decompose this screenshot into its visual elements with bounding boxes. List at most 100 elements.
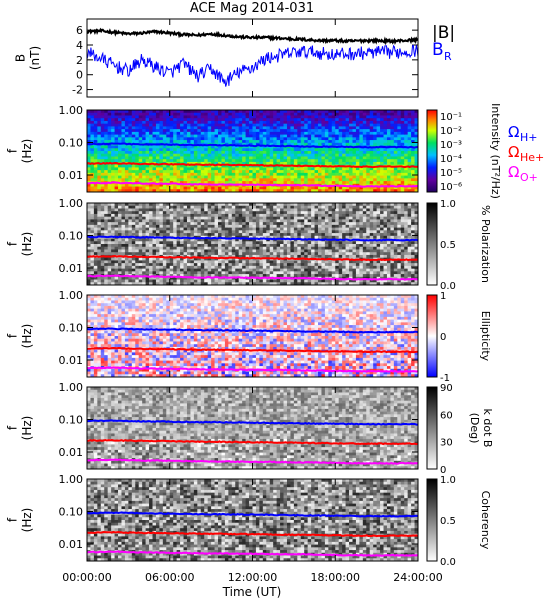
heatmap-cell — [200, 120, 205, 125]
heatmap-cell — [121, 241, 126, 245]
heatmap-cell — [235, 205, 240, 209]
heatmap-cell — [131, 145, 136, 149]
heatmap-cell — [159, 213, 164, 218]
heatmap-cell — [414, 131, 419, 135]
heatmap-cell — [252, 230, 257, 234]
heatmap-cell — [283, 123, 288, 127]
heatmap-cell — [269, 112, 274, 116]
heatmap-cell — [266, 178, 271, 182]
heatmap-cell — [331, 120, 336, 125]
heatmap-cell — [373, 151, 378, 155]
heatmap-cell — [383, 178, 388, 182]
heatmap-cell — [276, 246, 281, 250]
heatmap-cell — [142, 181, 147, 185]
heatmap-cell — [204, 159, 209, 163]
heatmap-cell — [169, 183, 174, 187]
heatmap-cell — [328, 153, 333, 157]
heatmap-cell — [176, 252, 181, 256]
heatmap-cell — [328, 115, 333, 119]
heatmap-cell — [397, 115, 402, 119]
heatmap-cell — [293, 254, 298, 259]
heatmap-cell — [138, 205, 143, 209]
heatmap-cell — [235, 153, 240, 157]
heatmap-cell — [138, 282, 143, 286]
heatmap-cell — [242, 271, 247, 275]
heatmap-cell — [118, 134, 122, 138]
heatmap-cell — [290, 238, 295, 242]
heatmap-cell — [100, 148, 105, 152]
series-line-|B| — [86, 27, 419, 46]
heatmap-cell — [149, 257, 153, 261]
heatmap-cell — [376, 183, 381, 187]
heatmap-cell — [231, 151, 236, 155]
heatmap-cell — [87, 227, 91, 231]
heatmap-cell — [280, 244, 284, 248]
heatmap-cell — [214, 219, 219, 223]
heatmap-cell — [293, 134, 298, 138]
heatmap-cell — [228, 219, 233, 223]
heatmap-cell — [266, 161, 271, 166]
heatmap-cell — [149, 115, 153, 119]
heatmap-cell — [255, 203, 260, 207]
heatmap-cell — [304, 271, 309, 275]
heatmap-cell — [238, 254, 243, 259]
heatmap-cell — [159, 126, 164, 130]
heatmap-cell — [104, 282, 109, 286]
heatmap-cell — [190, 175, 195, 179]
heatmap-cell — [290, 274, 295, 278]
heatmap-cell — [249, 186, 253, 190]
heatmap-cell — [100, 120, 105, 125]
heatmap-cell — [352, 148, 357, 152]
heatmap-cell — [311, 244, 315, 248]
heatmap-cell — [118, 208, 122, 212]
heatmap-cell — [259, 238, 264, 242]
heatmap-cell — [259, 219, 264, 223]
heatmap-cell — [245, 216, 250, 220]
heatmap-cell — [152, 230, 157, 234]
heatmap-cell — [349, 134, 353, 138]
heatmap-cell — [269, 186, 274, 190]
heatmap-cell — [173, 156, 178, 160]
heatmap-cell — [276, 115, 281, 119]
heatmap-cell — [142, 148, 147, 152]
heatmap-cell — [252, 140, 257, 144]
heatmap-cell — [338, 112, 343, 116]
heatmap-cell — [266, 120, 271, 125]
heatmap-cell — [218, 274, 222, 278]
heatmap-cell — [331, 186, 336, 190]
heatmap-cell — [293, 271, 298, 275]
heatmap-cell — [121, 112, 126, 116]
heatmap-cell — [207, 213, 212, 218]
heatmap-cell — [276, 227, 281, 231]
heatmap-cell — [300, 131, 305, 135]
heatmap-cell — [159, 172, 164, 176]
heatmap-cell — [152, 263, 157, 267]
heatmap-cell — [245, 252, 250, 256]
heatmap-cell — [259, 252, 264, 256]
heatmap-cell — [393, 115, 398, 119]
heatmap-cell — [324, 129, 329, 133]
heatmap-cell — [286, 263, 291, 267]
heatmap-cell — [318, 244, 322, 248]
heatmap-cell — [145, 230, 150, 234]
heatmap-cell — [180, 110, 184, 114]
heatmap-cell — [207, 205, 212, 209]
heatmap-cell — [124, 238, 129, 242]
heatmap-cell — [149, 205, 153, 209]
heatmap-cell — [90, 263, 95, 267]
heatmap-cell — [169, 115, 174, 119]
heatmap-cell — [90, 126, 95, 130]
heatmap-cell — [169, 271, 174, 275]
heatmap-cell — [149, 276, 153, 280]
heatmap-cell — [238, 233, 243, 237]
heatmap-cell — [214, 120, 219, 125]
heatmap-cell — [231, 167, 236, 171]
heatmap-cell — [314, 170, 319, 174]
heatmap-cell — [183, 208, 188, 212]
heatmap-cell — [290, 120, 295, 125]
heatmap-cell — [238, 159, 243, 163]
heatmap-cell — [280, 233, 284, 237]
heatmap-cell — [190, 265, 195, 269]
heatmap-cell — [159, 282, 164, 286]
heatmap-cell — [176, 145, 181, 149]
